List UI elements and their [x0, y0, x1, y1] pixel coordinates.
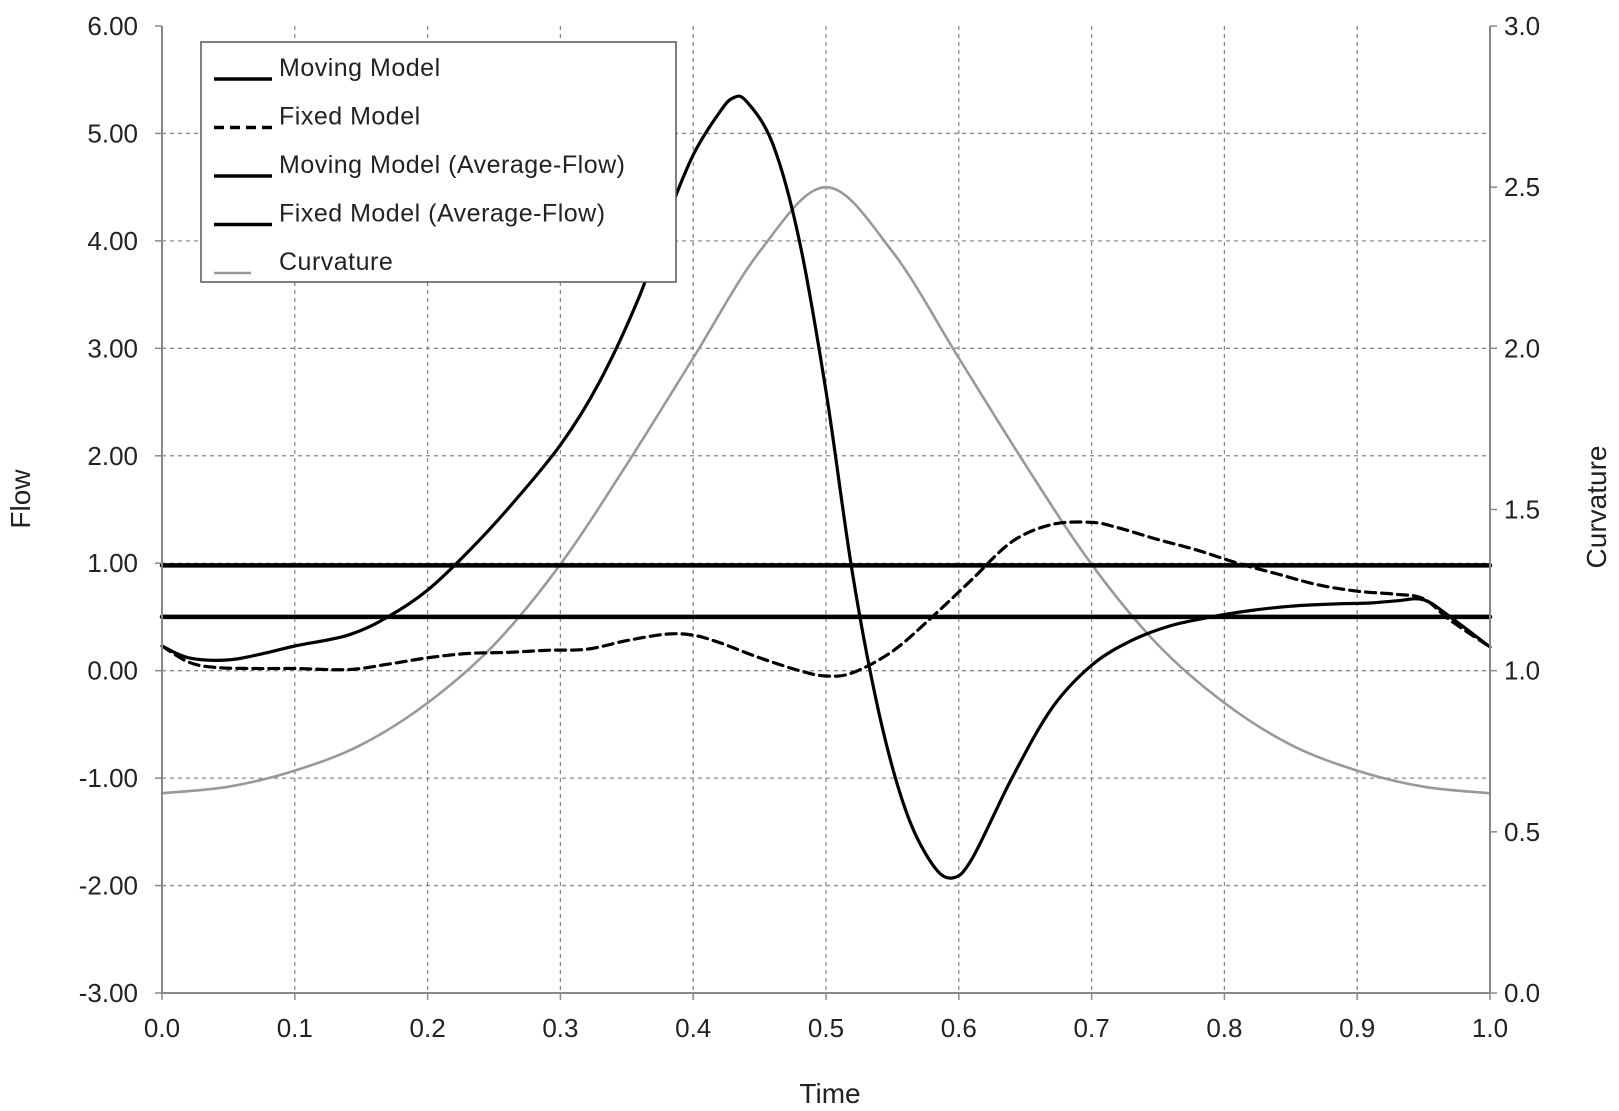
series-lines — [159, 94, 1493, 880]
y-tick-label: 3.00 — [87, 333, 138, 363]
legend-label-fixed-model-average-flow: Fixed Model (Average-Flow) — [279, 200, 606, 228]
y2-tick-label: 1.5 — [1504, 495, 1540, 525]
legend-label-curvature: Curvature — [279, 248, 393, 276]
y2-axis-title: Curvature — [1581, 446, 1612, 569]
y2-tick-label: 0.5 — [1504, 817, 1540, 847]
y-tick-label: -1.00 — [79, 763, 138, 793]
x-tick-label: 0.1 — [277, 1013, 313, 1043]
legend-label-moving-model: Moving Model — [279, 54, 441, 82]
y-tick-label: -3.00 — [79, 978, 138, 1008]
tick-labels: 0.0 0.1 0.2 0.3 0.4 0.5 0.6 0.7 0.8 0.9 1.0 6.00 5.0… — [79, 11, 1540, 1043]
legend-box — [200, 41, 677, 283]
y-tick-label: 1.00 — [87, 548, 138, 578]
y-tick-label: 5.00 — [87, 118, 138, 148]
x-tick-label: 0.9 — [1339, 1013, 1375, 1043]
legend: Moving Model Fixed Model Moving Model (Ave… — [200, 41, 677, 283]
x-tick-label: 1.0 — [1472, 1013, 1508, 1043]
y-tick-label: -2.00 — [79, 871, 138, 901]
y-axis-title: Flow — [5, 469, 36, 529]
x-tick-label: 0.4 — [675, 1013, 711, 1043]
y2-tick-label: 2.5 — [1504, 172, 1540, 202]
x-tick-label: 0.2 — [410, 1013, 446, 1043]
x-tick-label: 0.6 — [941, 1013, 977, 1043]
y2-tick-label: 0.0 — [1504, 978, 1540, 1008]
x-tick-label: 0.5 — [808, 1013, 844, 1043]
y2-tick-label: 3.0 — [1504, 11, 1540, 41]
y-tick-label: 4.00 — [87, 226, 138, 256]
y-tick-label: 2.00 — [87, 441, 138, 471]
x-axis-title: Time — [799, 1078, 860, 1109]
y2-tick-label: 1.0 — [1504, 656, 1540, 686]
series-line-fixed-model — [160, 520, 1492, 678]
series-line-moving-model — [160, 94, 1492, 880]
y-tick-label: 0.00 — [87, 656, 138, 686]
y-tick-label: 6.00 — [87, 11, 138, 41]
x-tick-label: 0.8 — [1206, 1013, 1242, 1043]
plot-frame — [155, 25, 1497, 1000]
x-tick-label: 0.3 — [542, 1013, 578, 1043]
grid-lines — [162, 26, 1490, 993]
legend-label-fixed-model: Fixed Model — [279, 103, 421, 131]
series-line-curvature — [160, 185, 1492, 795]
y2-tick-label: 2.0 — [1504, 333, 1540, 363]
legend-label-moving-model-average-flow: Moving Model (Average-Flow) — [279, 151, 626, 179]
x-tick-label: 0.7 — [1074, 1013, 1110, 1043]
x-tick-label: 0.0 — [144, 1013, 180, 1043]
